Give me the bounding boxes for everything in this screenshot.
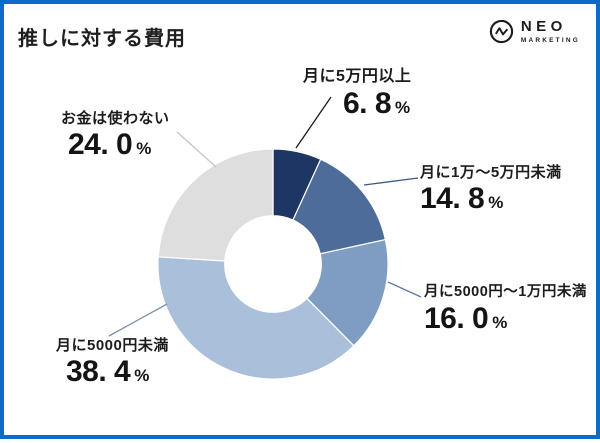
leader-line-4 xyxy=(176,131,217,168)
segment-value-10k-to-50k: 14. 8% xyxy=(420,182,504,216)
segment-label-over-50k: 月に5万円以上 xyxy=(303,68,412,85)
leader-line-2 xyxy=(387,281,422,298)
percent-sign: % xyxy=(136,139,152,159)
segment-label-5k-to-10k: 月に5000円～1万円未満 xyxy=(424,284,587,300)
neo-marketing-logo: NEO MARKETING xyxy=(489,19,580,44)
segment-label-10k-to-50k: 月に1万～5万円未満 xyxy=(420,164,562,181)
percent-sign: % xyxy=(395,98,411,118)
callout-10k-to-50k: 月に1万～5万円未満 14. 8% xyxy=(420,164,562,214)
segment-value-no-spend: 24. 0% xyxy=(68,128,152,162)
callout-under-5k: 月に5000円未満 38. 4% xyxy=(56,337,169,387)
donut-slice-3 xyxy=(157,256,355,380)
segment-value-5k-to-10k: 16. 0% xyxy=(424,301,508,335)
segment-label-under-5k: 月に5000円未満 xyxy=(56,337,169,354)
leader-line-1 xyxy=(363,177,419,186)
percent-sign: % xyxy=(134,366,150,386)
donut-chart xyxy=(108,96,422,380)
segment-label-no-spend: お金は使わない xyxy=(61,110,170,127)
logo-sub-text: MARKETING xyxy=(520,37,580,44)
callout-5k-to-10k: 月に5000円～1万円未満 16. 0% xyxy=(424,284,587,334)
callout-no-spend: お金は使わない 24. 0% xyxy=(61,110,170,160)
donut-slice-4 xyxy=(157,148,274,262)
percent-sign: % xyxy=(492,312,508,332)
segment-value-under-5k: 38. 4% xyxy=(66,355,150,389)
pulse-wave-circle-icon xyxy=(489,19,513,44)
logo-brand-text: NEO xyxy=(520,18,567,35)
page-title: 推しに対する費用 xyxy=(18,28,186,50)
leader-line-3 xyxy=(108,303,168,337)
percent-sign: % xyxy=(488,193,504,213)
segment-value-over-50k: 6. 8% xyxy=(343,87,411,121)
leader-line-0 xyxy=(295,96,332,149)
callout-over-50k: 月に5万円以上 6. 8% xyxy=(303,68,411,119)
logo-text: NEO MARKETING xyxy=(521,19,580,44)
